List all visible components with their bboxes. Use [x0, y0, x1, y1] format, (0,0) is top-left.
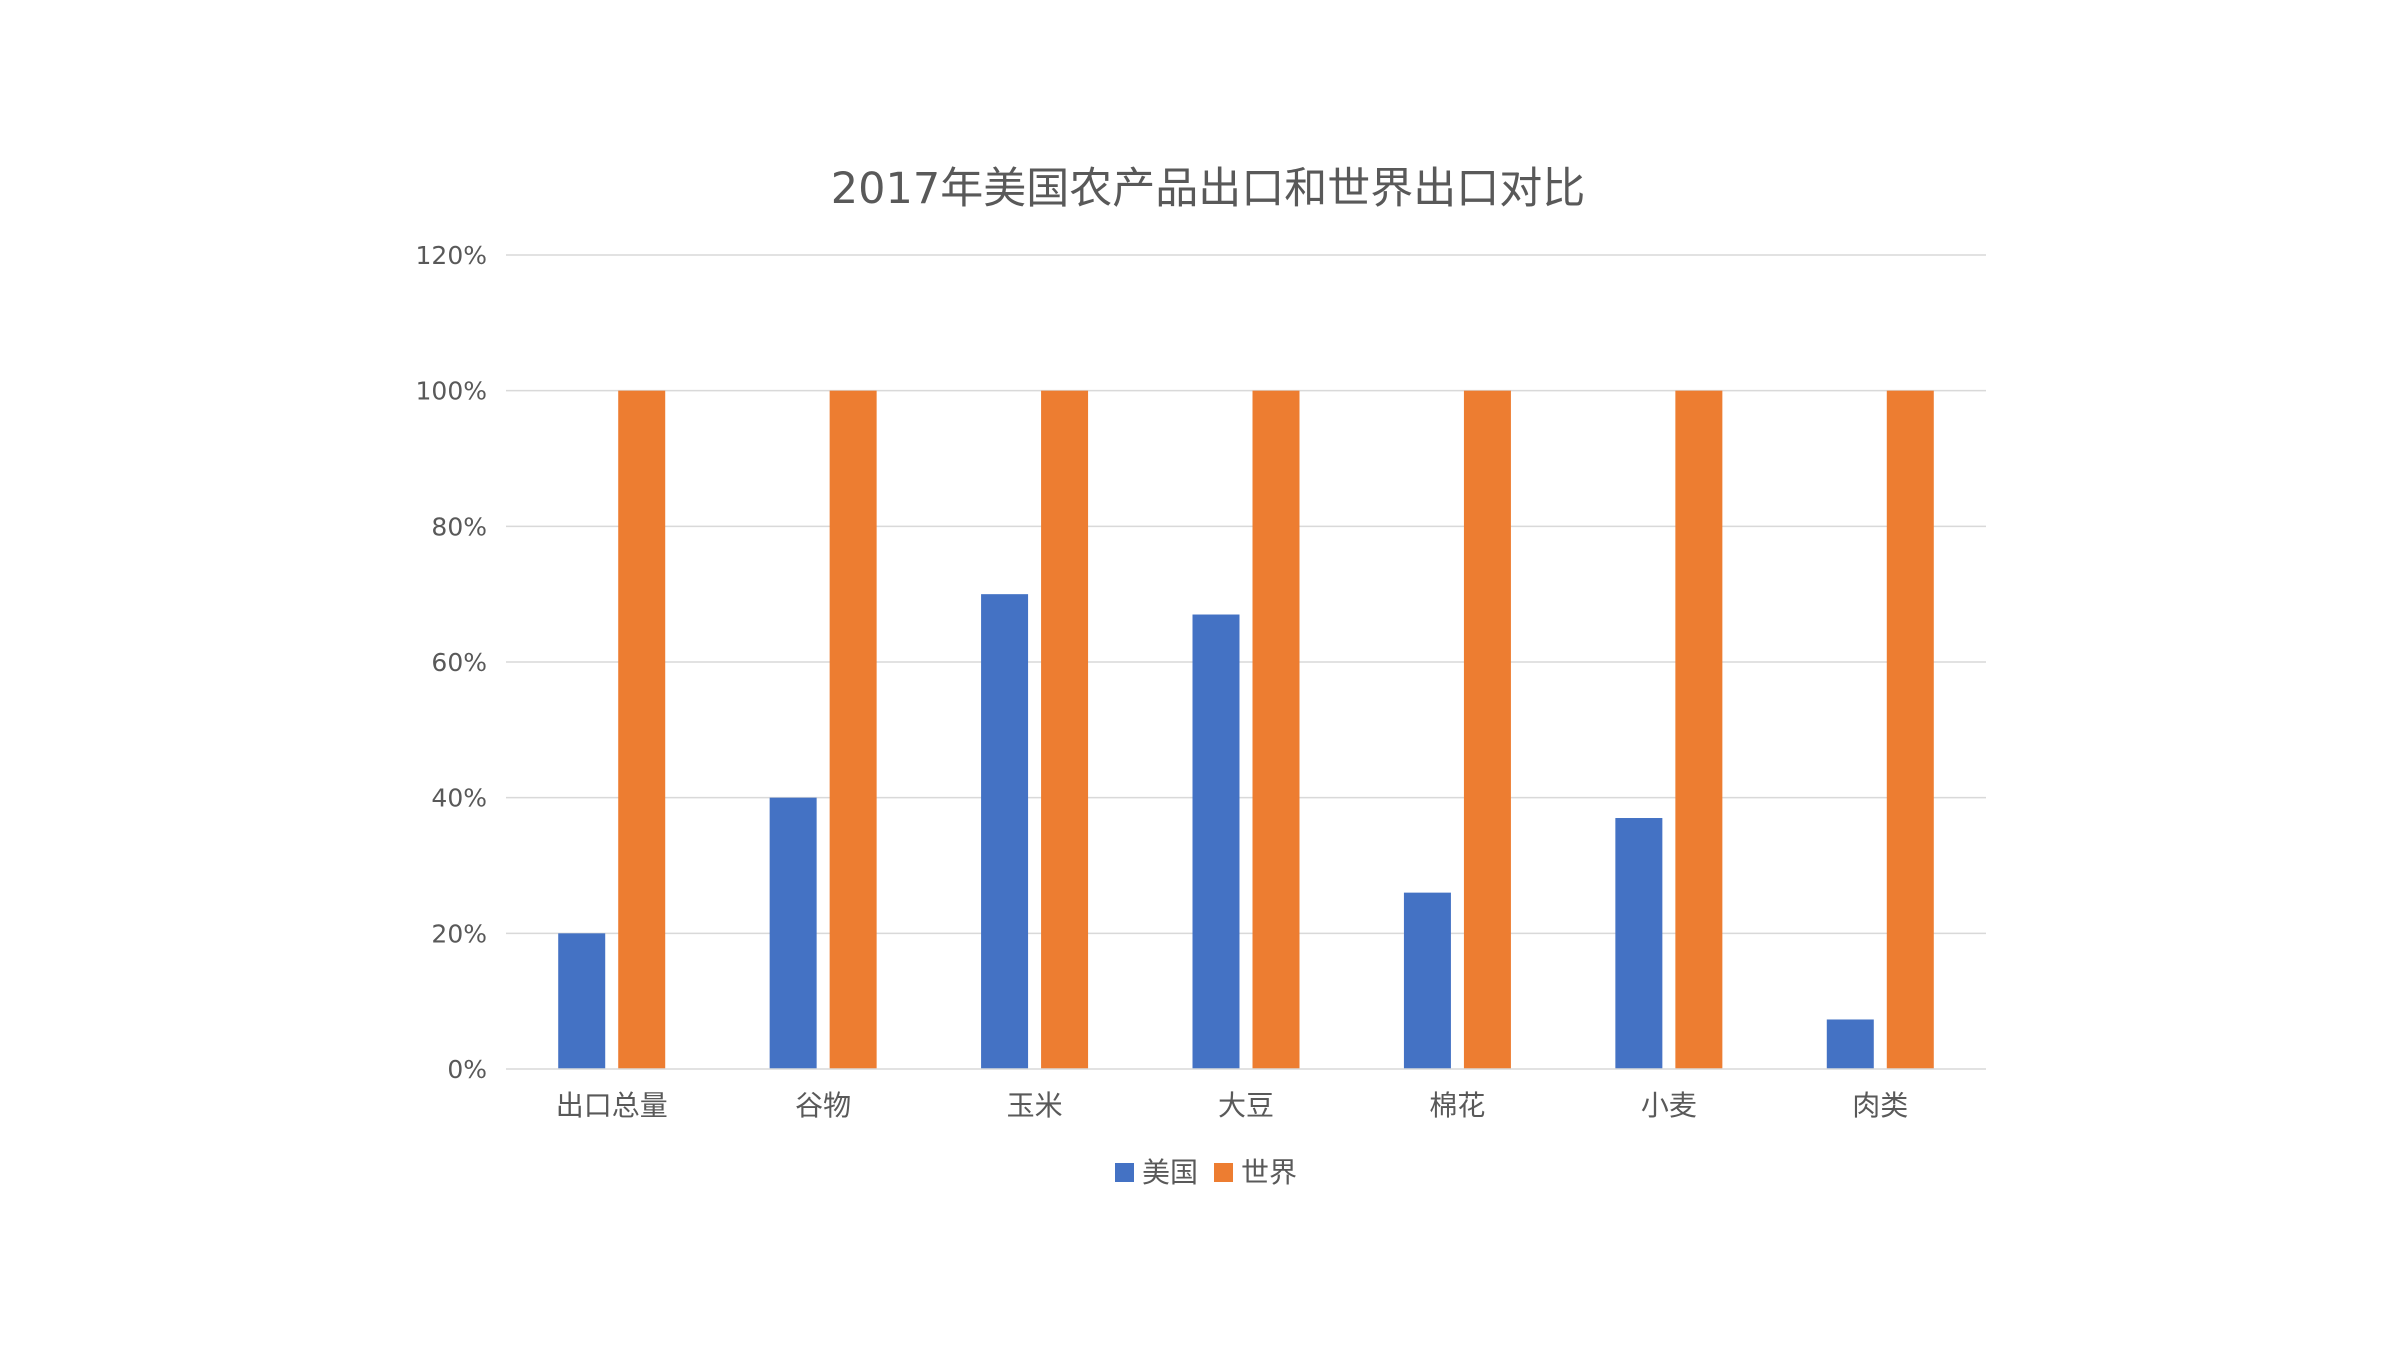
bar-world	[1041, 390, 1089, 1070]
legend-label: 世界	[1241, 1156, 1297, 1189]
bars	[558, 390, 1934, 1070]
bar-usa	[1403, 892, 1451, 1069]
y-tick-label: 40%	[431, 784, 487, 813]
x-tick-label: 肉类	[1852, 1089, 1908, 1122]
bar-usa	[558, 933, 606, 1069]
bar-world	[1675, 390, 1723, 1070]
bar-world	[618, 390, 666, 1070]
chart-title: 2017年美国农产品出口和世界出口对比	[831, 164, 1585, 214]
legend-swatch	[1115, 1163, 1134, 1182]
y-tick-label: 120%	[416, 241, 487, 270]
x-tick-label: 出口总量	[556, 1089, 668, 1122]
x-tick-label: 大豆	[1218, 1089, 1274, 1122]
x-axis: 出口总量 谷物 玉米 大豆 棉花 小麦 肉类	[506, 1068, 1986, 1122]
y-axis-tick-labels: 0% 20% 40% 60% 80% 100% 120%	[416, 241, 487, 1084]
bar-usa	[981, 594, 1029, 1069]
bar-usa	[1192, 614, 1240, 1069]
x-tick-label: 玉米	[1007, 1089, 1063, 1122]
y-tick-label: 20%	[431, 919, 487, 948]
x-tick-label: 谷物	[795, 1089, 851, 1122]
bar-world	[1886, 390, 1934, 1070]
legend-swatch	[1214, 1163, 1233, 1182]
bar-usa	[1826, 1019, 1874, 1069]
y-tick-label: 100%	[416, 377, 487, 406]
bar-usa	[769, 797, 817, 1069]
y-tick-label: 80%	[431, 512, 487, 541]
y-tick-label: 60%	[431, 648, 487, 677]
bar-world	[1252, 390, 1300, 1070]
legend-label: 美国	[1142, 1156, 1198, 1189]
bar-world	[829, 390, 877, 1070]
x-tick-label: 棉花	[1429, 1089, 1485, 1122]
bar-usa	[1615, 818, 1663, 1069]
y-tick-label: 0%	[447, 1055, 487, 1084]
legend: 美国 世界	[1115, 1156, 1297, 1189]
gridlines	[506, 254, 1986, 935]
x-tick-label: 小麦	[1641, 1089, 1697, 1122]
bar-world	[1463, 390, 1511, 1070]
